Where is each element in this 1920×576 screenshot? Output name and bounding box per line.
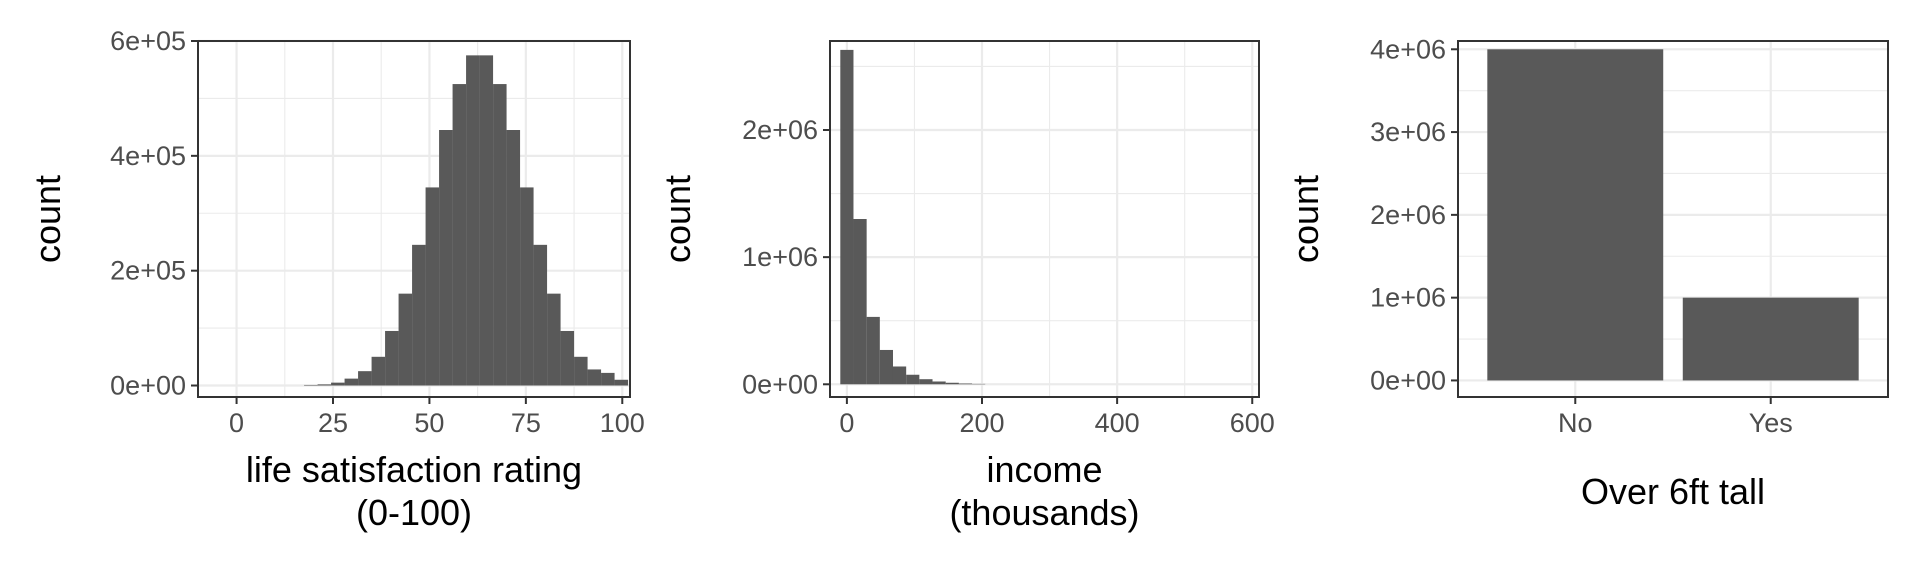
histogram-bar xyxy=(533,244,548,386)
chart-panel-1: 0e+00 2e+05 4e+05 6e+05 0 25 50 75 100 life satis… xyxy=(27,26,645,533)
x-axis-label: income xyxy=(986,449,1102,490)
histogram-bar xyxy=(892,366,907,385)
y-axis-label: count xyxy=(27,175,68,263)
histogram-bar xyxy=(601,372,615,386)
histogram-bar xyxy=(317,384,332,386)
histogram-bar xyxy=(574,356,588,386)
x-tick-label: No xyxy=(1558,408,1593,438)
histogram-bar xyxy=(412,244,426,386)
histogram-bar xyxy=(866,316,880,385)
histogram-bar xyxy=(506,130,521,386)
y-tick-label: 0e+00 xyxy=(742,369,818,399)
x-tick-label: 0 xyxy=(839,408,854,438)
histogram-bar xyxy=(425,187,440,386)
y-tick-label: 0e+00 xyxy=(110,371,186,401)
x-tick-label: 400 xyxy=(1095,408,1140,438)
y-tick-label: 4e+06 xyxy=(1370,34,1446,64)
bars xyxy=(840,49,986,385)
x-tick-label: 0 xyxy=(229,408,244,438)
histogram-bar xyxy=(560,330,575,386)
x-axis-label-line2: (thousands) xyxy=(949,492,1139,533)
y-tick-label: 2e+06 xyxy=(742,115,818,145)
y-tick-label: 0e+00 xyxy=(1370,365,1446,395)
histogram-bar xyxy=(331,382,345,386)
y-tick-label: 3e+06 xyxy=(1370,117,1446,147)
histogram-bar xyxy=(344,378,359,386)
y-axis-label: count xyxy=(657,175,698,263)
panel-border xyxy=(829,40,1260,398)
histogram-bar xyxy=(853,219,867,385)
y-tick-label: 2e+05 xyxy=(110,256,186,286)
y-tick-label: 4e+05 xyxy=(110,141,186,171)
chart-panel-2: 0e+00 1e+06 2e+06 0 200 400 600 income(thousand… xyxy=(657,40,1275,533)
histogram-bar xyxy=(371,356,386,386)
bar-yes xyxy=(1682,297,1859,381)
histogram-bar xyxy=(879,349,893,385)
histogram-bar xyxy=(906,374,920,385)
y-tick-label: 2e+06 xyxy=(1370,200,1446,230)
bar-no xyxy=(1487,49,1664,381)
x-tick-label: 100 xyxy=(600,408,645,438)
histogram-bar xyxy=(520,187,534,386)
histogram-bar xyxy=(919,379,933,385)
histogram-bar xyxy=(304,384,318,386)
histogram-bar xyxy=(614,379,629,386)
histogram-bar xyxy=(385,330,399,386)
histogram-bar xyxy=(493,84,507,386)
histogram-bar xyxy=(452,84,467,386)
histogram-bar xyxy=(958,383,973,385)
histogram-bar xyxy=(547,293,561,386)
histogram-bar xyxy=(398,293,413,386)
histogram-bar xyxy=(466,55,480,386)
panel-border xyxy=(197,40,631,398)
x-axis-label: Over 6ft tall xyxy=(1581,471,1765,512)
x-tick-label: 75 xyxy=(511,408,541,438)
x-tick-label: Yes xyxy=(1749,408,1793,438)
y-axis-label: count xyxy=(1285,175,1326,263)
x-tick-label: 200 xyxy=(959,408,1004,438)
x-tick-label: 600 xyxy=(1230,408,1275,438)
plot-background xyxy=(830,41,1259,397)
histogram-bar xyxy=(358,371,372,386)
x-axis-label-line2: (0-100) xyxy=(356,492,472,533)
histogram-bar xyxy=(587,369,602,386)
x-tick-label: 25 xyxy=(318,408,348,438)
chart-panel-3: 0e+00 1e+06 2e+06 3e+06 4e+06 No Yes Over 6ft t… xyxy=(1285,34,1889,512)
x-tick-label: 50 xyxy=(414,408,444,438)
histogram-bar xyxy=(932,381,946,385)
bars xyxy=(1487,49,1859,381)
histogram-bar xyxy=(479,55,494,386)
histogram-bar xyxy=(840,49,854,385)
grid xyxy=(830,41,1259,397)
y-tick-label: 1e+06 xyxy=(742,242,818,272)
x-axis-label: life satisfaction rating xyxy=(246,449,582,490)
y-tick-label: 6e+05 xyxy=(110,26,186,56)
histogram-bar xyxy=(945,382,959,385)
panel-border xyxy=(1457,40,1889,398)
bars xyxy=(304,55,629,386)
histogram-bar xyxy=(439,130,453,386)
y-tick-label: 1e+06 xyxy=(1370,283,1446,313)
